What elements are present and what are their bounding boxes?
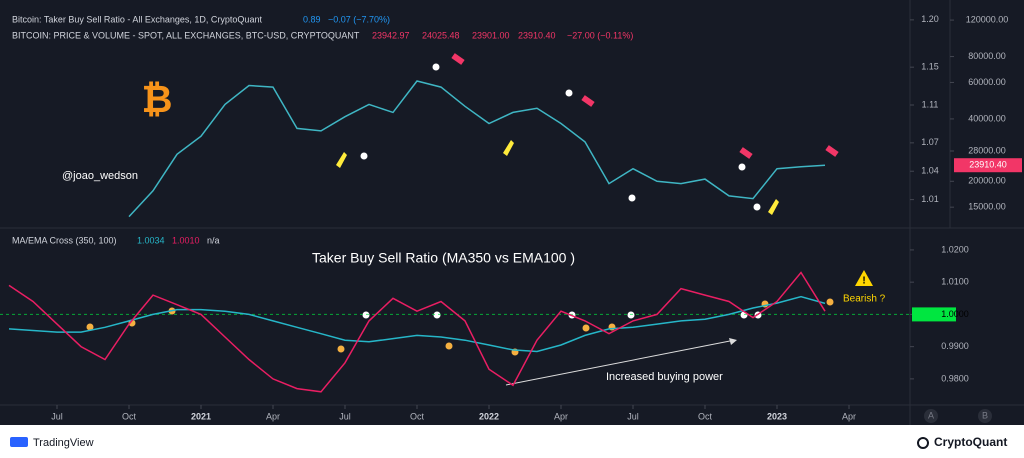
series-line — [8, 271, 826, 393]
x-tick-label: 2021 — [191, 411, 211, 421]
hammer-icon — [451, 53, 465, 65]
y-tick-label: 0.9800 — [941, 373, 969, 383]
ohlc-value: −27.00 (−0.11%) — [567, 30, 633, 40]
cross-dot — [86, 323, 94, 331]
signal-dot — [362, 311, 370, 319]
signal-dot — [433, 311, 441, 319]
annotation: Bearish ? — [843, 294, 886, 305]
signal-dot — [360, 152, 368, 160]
hammer-icon — [825, 145, 839, 157]
x-tick-label: Oct — [410, 411, 425, 421]
warning-icon: ! — [862, 276, 865, 287]
annotation: @joao_wedson — [62, 170, 138, 182]
rocket-icon — [503, 140, 514, 156]
y-tick-label: 0.9900 — [941, 341, 969, 351]
y2-tick-label: 15000.00 — [968, 202, 1006, 212]
x-tick-label: 2023 — [767, 411, 787, 421]
hammer-icon — [581, 95, 595, 107]
background — [0, 0, 1024, 425]
x-tick-label: Jul — [51, 411, 63, 421]
cross-dot — [582, 324, 590, 332]
x-tick-label: Apr — [554, 411, 568, 421]
footer-right: CryptoQuant — [934, 435, 1007, 449]
chart-subtitle: BITCOIN: PRICE & VOLUME - SPOT, ALL EXCH… — [12, 30, 360, 40]
footer-background — [0, 425, 1024, 458]
header-value: −0.07 (−7.70%) — [328, 14, 390, 24]
ohlc-value: 23942.97 — [372, 30, 410, 40]
signal-dot — [628, 194, 636, 202]
ohlc-value: 23910.40 — [518, 30, 556, 40]
annotation: Taker Buy Sell Ratio (MA350 vs EMA100 ) — [312, 250, 575, 266]
last-value-bg — [954, 158, 1022, 173]
axis-button[interactable] — [978, 409, 992, 423]
y2-tick-label: 120000.00 — [966, 14, 1009, 24]
series-line — [8, 295, 826, 353]
chart-title: MA/EMA Cross (350, 100) — [12, 235, 117, 245]
signal-dot — [565, 89, 573, 97]
axis-button-label[interactable]: A — [928, 410, 934, 420]
axis-button-label[interactable]: B — [982, 410, 988, 420]
y2-tick-label: 28000.00 — [968, 145, 1006, 155]
axis-button[interactable] — [924, 409, 938, 423]
y-tick-label: 1.07 — [921, 137, 939, 147]
series-line — [128, 80, 826, 218]
x-tick-label: Jul — [627, 411, 639, 421]
tradingview-logo — [10, 437, 28, 447]
y2-tick-label: 60000.00 — [968, 77, 1006, 87]
signal-dot — [738, 163, 746, 171]
y2-tick-label: 20000.00 — [968, 176, 1006, 186]
y-tick-label: 1.15 — [921, 62, 939, 72]
cross-dot — [445, 342, 453, 350]
hammer-icon — [739, 147, 753, 159]
y-tick-label: 1.0000 — [941, 309, 969, 319]
y-tick-label: 1.04 — [921, 166, 939, 176]
y-tick-label: 1.20 — [921, 14, 939, 24]
x-tick-label: Oct — [698, 411, 713, 421]
signal-dot — [432, 63, 440, 71]
x-tick-label: Oct — [122, 411, 137, 421]
ohlc-value: 23901.00 — [472, 30, 510, 40]
x-tick-label: Jul — [339, 411, 351, 421]
bitcoin-logo: ₿ — [142, 79, 173, 121]
footer-left: TradingView — [33, 437, 94, 449]
y2-tick-label: 40000.00 — [968, 113, 1006, 123]
y-tick-label: 1.0100 — [941, 277, 969, 287]
baseline-label-bg — [912, 307, 956, 322]
y-tick-label: 1.0200 — [941, 244, 969, 254]
header-value: 1.0010 — [172, 235, 200, 245]
rocket-icon — [336, 152, 347, 168]
annotation: Increased buying power — [606, 371, 723, 383]
last-value-label: 23910.40 — [969, 160, 1007, 170]
header-value: 1.0034 — [137, 235, 165, 245]
cross-dot — [337, 345, 345, 353]
header-value: n/a — [207, 235, 220, 245]
signal-dot — [627, 311, 635, 319]
rocket-icon — [768, 199, 779, 215]
header-value: 0.89 — [303, 14, 321, 24]
trend-arrow-head — [729, 338, 737, 345]
x-tick-label: 2022 — [479, 411, 499, 421]
chart-title: Bitcoin: Taker Buy Sell Ratio - All Exch… — [12, 14, 262, 24]
cryptoquant-logo — [917, 437, 929, 449]
signal-dot — [753, 203, 761, 211]
warning-icon — [855, 270, 873, 286]
trend-arrow — [505, 339, 736, 386]
y2-tick-label: 80000.00 — [968, 51, 1006, 61]
x-tick-label: Apr — [266, 411, 280, 421]
y-tick-label: 1.11 — [922, 99, 939, 109]
cross-dot — [826, 298, 834, 306]
x-tick-label: Apr — [842, 411, 856, 421]
ohlc-value: 24025.48 — [422, 30, 460, 40]
y-tick-label: 1.01 — [921, 194, 939, 204]
